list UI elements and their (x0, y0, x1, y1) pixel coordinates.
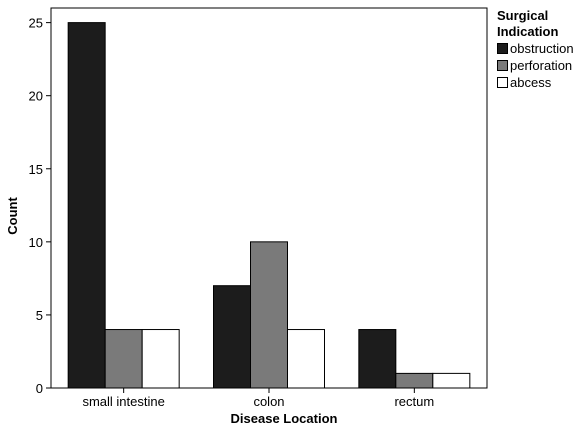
legend-items: obstruction perforation abcess (497, 40, 574, 91)
y-tick-label: 0 (36, 381, 43, 396)
x-axis-title: Disease Location (231, 411, 338, 426)
bar-abcess (432, 372, 471, 389)
y-tick-label: 5 (36, 308, 43, 323)
legend-title-line2: Indication (497, 24, 559, 39)
legend-label: obstruction (510, 41, 574, 56)
bar-perforation (104, 329, 143, 389)
bar-abcess (287, 329, 325, 389)
legend-swatch (497, 43, 508, 54)
legend-swatch (497, 77, 508, 88)
y-tick-label: 10 (29, 235, 43, 250)
x-axis-ticks: small intestine colon rectum (82, 388, 434, 409)
bar-obstruction (67, 22, 106, 389)
legend-swatch (497, 60, 508, 71)
x-tick-label: rectum (394, 394, 434, 409)
legend-label: perforation (510, 58, 573, 73)
y-tick-label: 20 (29, 89, 43, 104)
legend-label: abcess (510, 75, 552, 90)
legend-item-perforation: perforation (497, 57, 574, 74)
plot-frame (50, 7, 488, 389)
y-axis-title: Count (5, 197, 20, 235)
legend-item-obstruction: obstruction (497, 40, 574, 57)
bars-layer (67, 22, 471, 389)
legend: Surgical Indication obstruction perforati… (497, 8, 574, 91)
y-axis-ticks: 0 5 10 15 20 25 (29, 16, 51, 396)
bar-abcess (141, 329, 180, 389)
bar-obstruction (213, 285, 251, 389)
legend-title-line1: Surgical (497, 8, 549, 23)
x-tick-label: small intestine (82, 394, 164, 409)
bar-obstruction (358, 329, 397, 389)
bar-perforation (250, 241, 288, 389)
x-tick-label: colon (253, 394, 284, 409)
legend-item-abcess: abcess (497, 74, 574, 91)
y-tick-label: 15 (29, 162, 43, 177)
y-tick-label: 25 (29, 16, 43, 31)
bar-perforation (395, 372, 434, 389)
